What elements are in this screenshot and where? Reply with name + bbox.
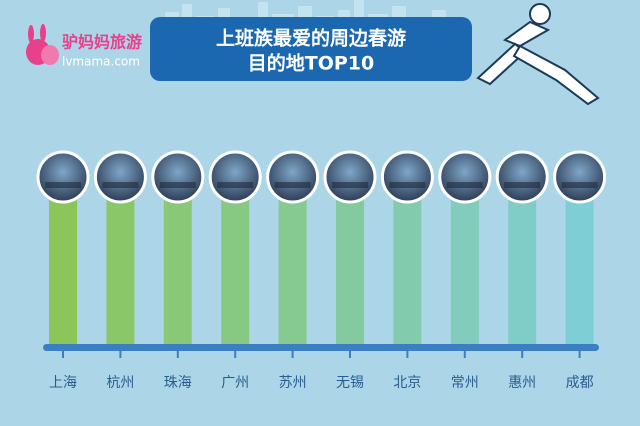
city-label: 无锡 <box>336 375 364 391</box>
title-line2: 目的地TOP10 <box>248 52 374 75</box>
photo-ground <box>102 182 139 188</box>
bar <box>278 198 307 346</box>
photo <box>380 150 434 204</box>
photo-ground <box>504 182 541 188</box>
photo <box>36 150 90 204</box>
logo: 驴妈妈旅游 lvmama.com <box>26 24 142 69</box>
photo <box>553 150 607 204</box>
photo-ground <box>274 182 311 188</box>
city-label: 上海 <box>49 375 77 391</box>
runner <box>476 3 600 106</box>
bar <box>565 198 594 346</box>
bar <box>508 198 537 346</box>
bar <box>221 198 250 346</box>
title-line1: 上班族最爱的周边春游 <box>216 27 406 50</box>
logo-url: lvmama.com <box>62 55 140 69</box>
photo <box>208 150 262 204</box>
photo-ground <box>446 182 483 188</box>
city-label: 杭州 <box>106 375 134 391</box>
photo-ground <box>561 182 598 188</box>
logo-name: 驴妈妈旅游 <box>62 33 142 52</box>
city-label: 成都 <box>566 375 594 391</box>
city-label: 惠州 <box>508 375 536 391</box>
photo <box>151 150 205 204</box>
bar <box>393 198 422 346</box>
photo <box>438 150 492 204</box>
bar <box>106 198 135 346</box>
bar <box>336 198 364 346</box>
bar <box>163 198 192 346</box>
photo-ground <box>332 182 368 188</box>
photo <box>93 150 147 204</box>
photo-ground <box>389 182 426 188</box>
photo <box>495 150 549 204</box>
photo <box>323 150 377 204</box>
bar <box>450 198 479 346</box>
city-label: 常州 <box>451 375 479 391</box>
photo <box>266 150 320 204</box>
photo-ground <box>217 182 254 188</box>
baseline <box>43 344 599 351</box>
city-label: 广州 <box>221 375 249 391</box>
photo-ground <box>159 182 196 188</box>
city-label: 珠海 <box>164 375 192 391</box>
city-label: 苏州 <box>279 375 307 391</box>
city-label: 北京 <box>393 375 421 391</box>
bar <box>49 198 77 346</box>
title-banner <box>150 17 472 81</box>
photo-ground <box>45 182 81 188</box>
ranking: 上海 杭州 珠海 广州 苏州 无锡 北京 常州 惠州 成都 <box>36 150 607 391</box>
